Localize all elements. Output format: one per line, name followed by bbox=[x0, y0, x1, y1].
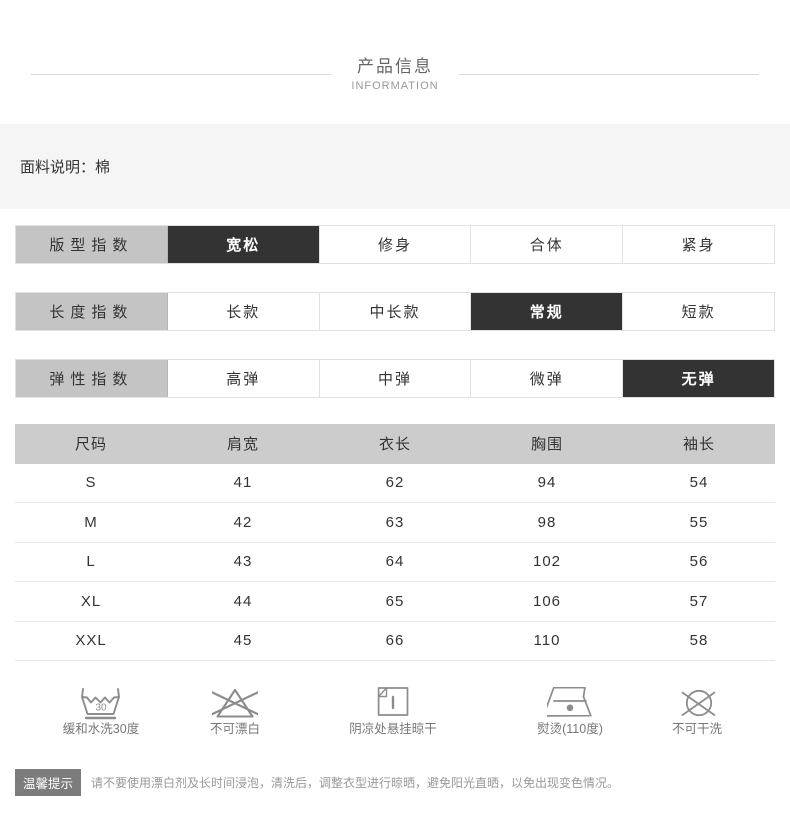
svg-text:30: 30 bbox=[95, 703, 107, 714]
